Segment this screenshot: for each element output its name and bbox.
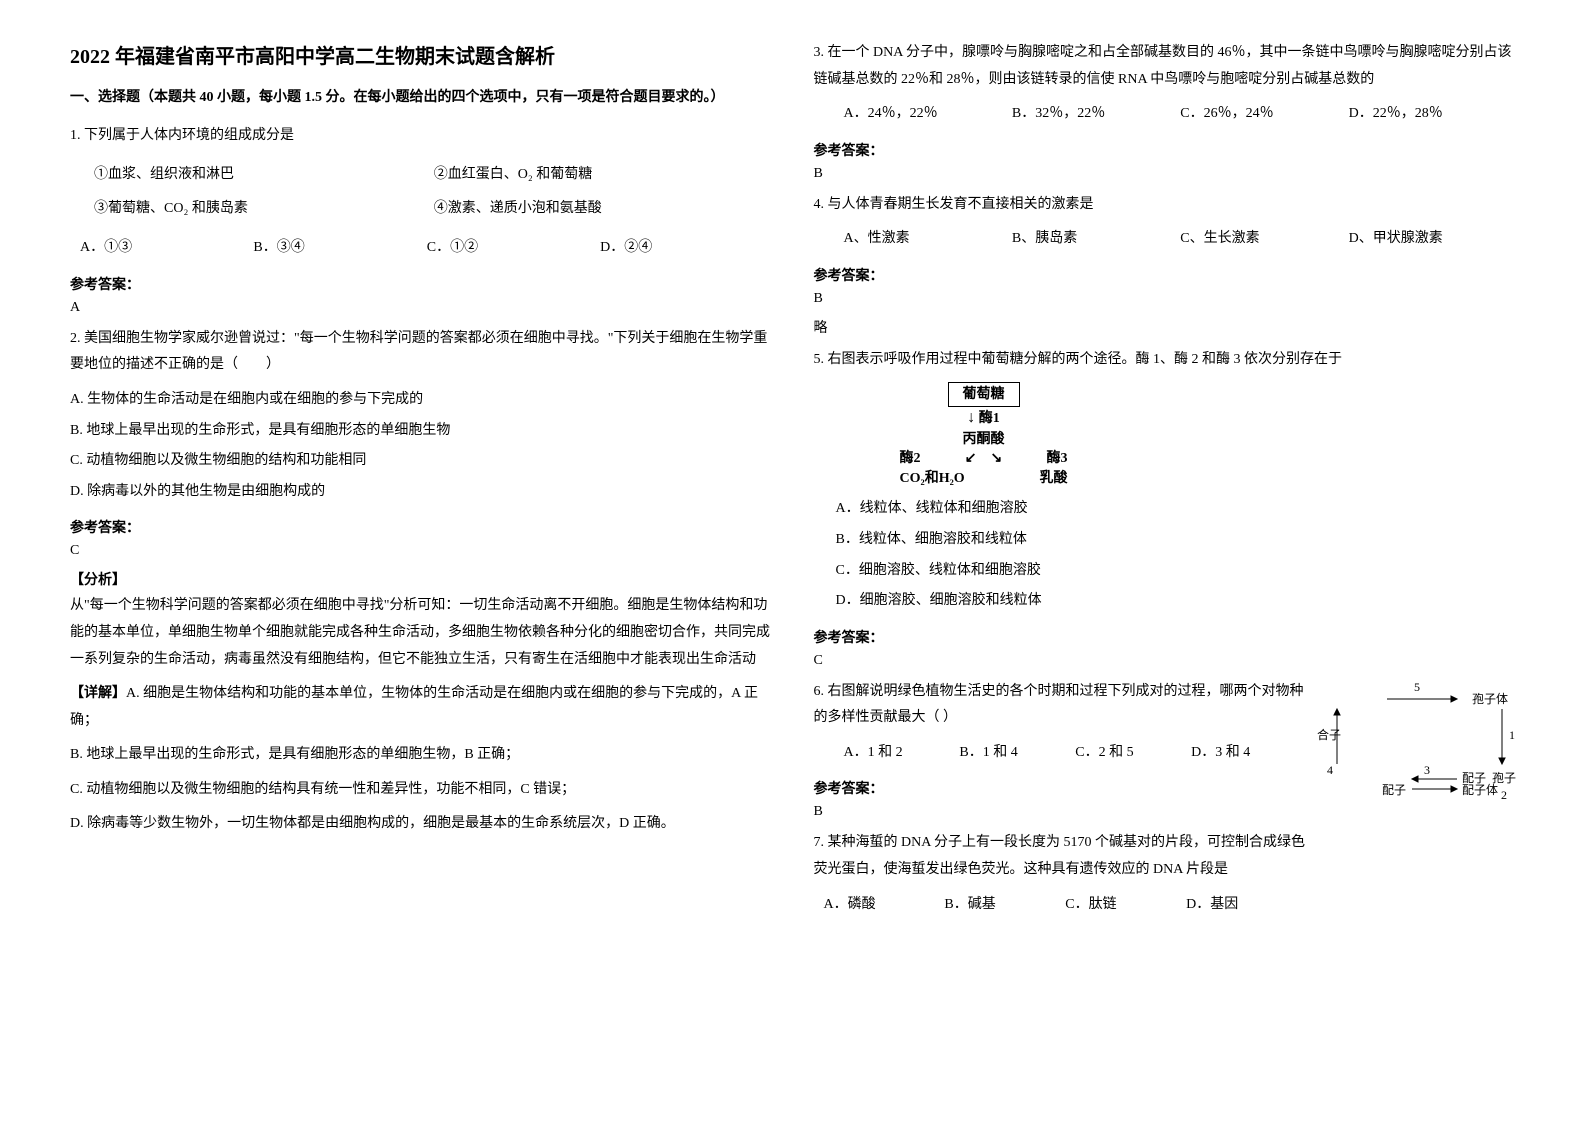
q2-optB: B. 地球上最早出现的生命形式，是具有细胞形态的单细胞生物 [70, 418, 774, 445]
q2-stem: 2. 美国细胞生物学家威尔逊曾说过："每一个生物科学问题的答案都必须在细胞中寻找… [70, 326, 774, 379]
q2-analysis-label: 【分析】 [70, 569, 774, 589]
q4-answer: B [814, 291, 1518, 307]
q6-stem: 6. 右图解说明绿色植物生活史的各个时期和过程下列成对的过程，哪两个对物种的多样… [814, 679, 1308, 732]
q5-optD: D．细胞溶胶、细胞溶胶和线粒体 [836, 588, 1518, 615]
q4-answer-label: 参考答案： [814, 265, 1518, 285]
question-2: 2. 美国细胞生物学家威尔逊曾说过："每一个生物科学问题的答案都必须在细胞中寻找… [70, 326, 774, 506]
q6-optA: A．1 和 2 [844, 740, 960, 767]
q3-answer-label: 参考答案： [814, 140, 1518, 160]
q2-analysis: 从"每一个生物科学问题的答案都必须在细胞中寻找"分析可知：一切生命活动离不开细胞… [70, 593, 774, 673]
q5-glucose: 葡萄糖 [948, 382, 1020, 408]
q1-optC: C．①② [427, 235, 600, 262]
q3-optC: C．26％，24％ [1180, 101, 1348, 128]
svg-text:配子体: 配子体 [1462, 783, 1498, 797]
svg-text:配子: 配子 [1382, 783, 1406, 797]
q2-dA: A. 细胞是生物体结构和功能的基本单位，生物体的生命活动是在细胞内或在细胞的参与… [70, 686, 758, 728]
q5-answer: C [814, 653, 1518, 669]
q5-e3: 酶3 [1047, 449, 1068, 469]
svg-text:2: 2 [1501, 788, 1507, 802]
diagonal-arrow-icon: ↙ ↘ [965, 449, 1002, 469]
svg-text:1: 1 [1509, 728, 1515, 742]
q1-optA: A．①③ [80, 235, 253, 262]
q4-optA: A、性激素 [844, 226, 1012, 253]
q4-optC: C、生长激素 [1180, 226, 1348, 253]
q4-optB: B、胰岛素 [1012, 226, 1180, 253]
q3-optB: B．32％，22％ [1012, 101, 1180, 128]
q5-e1: 酶1 [979, 411, 1000, 426]
question-5: 5. 右图表示呼吸作用过程中葡萄糖分解的两个途径。酶 1、酶 2 和酶 3 依次… [814, 347, 1518, 615]
q4-stem: 4. 与人体青春期生长发育不直接相关的激素是 [814, 192, 1518, 219]
q5-e2: 酶2 [900, 449, 921, 469]
q7-optA: A．磷酸 [824, 892, 945, 919]
q5-answer-label: 参考答案： [814, 627, 1518, 647]
question-1: 1. 下列属于人体内环境的组成成分是 ①血浆、组织液和淋巴 ②血红蛋白、O₂ 和… [70, 123, 774, 261]
svg-text:合子: 合子 [1317, 727, 1341, 742]
q1-item2: ②血红蛋白、O₂ 和葡萄糖 [434, 158, 774, 192]
q7-stem: 7. 某种海蜇的 DNA 分子上有一段长度为 5170 个碱基对的片段，可控制合… [814, 830, 1308, 883]
q6-optD: D．3 和 4 [1191, 740, 1307, 767]
q1-item3: ③葡萄糖、CO₂ 和胰岛素 [94, 192, 434, 226]
q6-answer: B [814, 804, 1308, 820]
q2-dB: B. 地球上最早出现的生命形式，是具有细胞形态的单细胞生物，B 正确； [70, 742, 774, 769]
q5-pyruvate: 丙酮酸 [963, 432, 1005, 447]
q2-optA: A. 生物体的生命活动是在细胞内或在细胞的参与下完成的 [70, 387, 774, 414]
q5-diagram: 葡萄糖 ↓ 酶1 丙酮酸 酶2 ↙ ↘ 酶3 CO₂和H₂O 乳酸 [894, 382, 1074, 489]
q6-optC: C．2 和 5 [1075, 740, 1191, 767]
q2-optC: C. 动植物细胞以及微生物细胞的结构和功能相同 [70, 448, 774, 475]
q2-dD: D. 除病毒等少数生物外，一切生物体都是由细胞构成的，细胞是最基本的生命系统层次… [70, 811, 774, 838]
q7-optD: D．基因 [1186, 892, 1307, 919]
q7-optC: C．肽链 [1065, 892, 1186, 919]
q6-optB: B．1 和 4 [959, 740, 1075, 767]
q3-optD: D．22％，28％ [1349, 101, 1517, 128]
svg-text:3: 3 [1424, 763, 1430, 777]
q1-optD: D．②④ [600, 235, 773, 262]
svg-text:5: 5 [1414, 680, 1420, 694]
q3-optA: A．24％，22％ [844, 101, 1012, 128]
down-arrow-icon: ↓ [967, 409, 975, 426]
q3-stem: 3. 在一个 DNA 分子中，腺嘌呤与胸腺嘧啶之和占全部碱基数目的 46％，其中… [814, 40, 1518, 93]
section-header: 一、选择题（本题共 40 小题，每小题 1.5 分。在每小题给出的四个选项中，只… [70, 87, 774, 109]
q5-stem: 5. 右图表示呼吸作用过程中葡萄糖分解的两个途径。酶 1、酶 2 和酶 3 依次… [814, 347, 1518, 374]
q4-optD: D、甲状腺激素 [1349, 226, 1517, 253]
doc-title: 2022 年福建省南平市高阳中学高二生物期末试题含解析 [70, 40, 774, 69]
q1-stem: 1. 下列属于人体内环境的组成成分是 [70, 123, 774, 150]
q5-optC: C．细胞溶胶、线粒体和细胞溶胶 [836, 558, 1518, 585]
question-3: 3. 在一个 DNA 分子中，腺嘌呤与胸腺嘧啶之和占全部碱基数目的 46％，其中… [814, 40, 1518, 128]
q5-optA: A．线粒体、线粒体和细胞溶胶 [836, 496, 1518, 523]
q4-note: 略 [814, 317, 1518, 337]
q5-co2: CO₂和H₂O [900, 469, 965, 489]
question-6: 6. 右图解说明绿色植物生活史的各个时期和过程下列成对的过程，哪两个对物种的多样… [814, 679, 1308, 767]
q2-optD: D. 除病毒以外的其他生物是由细胞构成的 [70, 479, 774, 506]
q5-lactic: 乳酸 [1040, 469, 1068, 489]
q1-answer-label: 参考答案： [70, 274, 774, 294]
q1-optB: B．③④ [253, 235, 426, 262]
left-column: 2022 年福建省南平市高阳中学高二生物期末试题含解析 一、选择题（本题共 40… [50, 40, 794, 1082]
q2-answer-label: 参考答案： [70, 517, 774, 537]
right-column: 3. 在一个 DNA 分子中，腺嘌呤与胸腺嘧啶之和占全部碱基数目的 46％，其中… [794, 40, 1538, 1082]
q1-item1: ①血浆、组织液和淋巴 [94, 158, 434, 192]
q2-answer: C [70, 543, 774, 559]
q2-detail-label: 【详解】 [70, 686, 126, 701]
svg-text:孢子体: 孢子体 [1472, 692, 1508, 706]
svg-text:4: 4 [1327, 763, 1333, 777]
question-7: 7. 某种海蜇的 DNA 分子上有一段长度为 5170 个碱基对的片段，可控制合… [814, 830, 1308, 918]
q1-item4: ④激素、递质小泡和氨基酸 [434, 192, 774, 226]
q3-answer: B [814, 166, 1518, 182]
q5-optB: B．线粒体、细胞溶胶和线粒体 [836, 527, 1518, 554]
q2-dC: C. 动植物细胞以及微生物细胞的结构具有统一性和差异性，功能不相同，C 错误； [70, 777, 774, 804]
q6-cycle-diagram: 5 孢子体 1 孢子 配子 3 配子体 配子 2 合子 4 [1317, 679, 1517, 809]
q7-optB: B．碱基 [944, 892, 1065, 919]
question-4: 4. 与人体青春期生长发育不直接相关的激素是 A、性激素 B、胰岛素 C、生长激… [814, 192, 1518, 253]
q1-answer: A [70, 300, 774, 316]
q6-answer-label: 参考答案： [814, 778, 1308, 798]
